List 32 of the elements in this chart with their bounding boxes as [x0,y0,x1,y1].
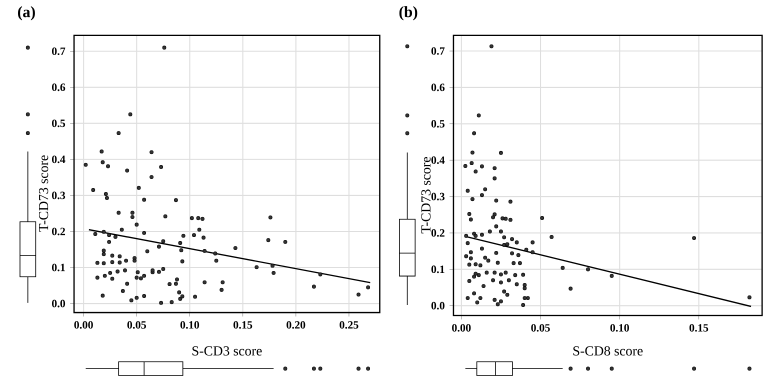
x-tick-label: 0.20 [286,320,306,329]
y-tick-label: 0.4 [52,155,66,164]
y-tick-label: 0.1 [52,264,65,272]
chart-title: (b) [399,6,418,20]
y-tick-label: 0.5 [52,119,66,127]
x-axis-title: S-CD8 score [573,346,643,356]
x-tick-label: 0.25 [340,320,358,329]
y-tick-label: 0.6 [52,83,66,91]
x-tick-label: 0.15 [234,320,252,329]
y-tick-label: 0.2 [52,228,66,236]
x-tick-label: 0.00 [74,320,93,329]
x-tick-label: 0.10 [180,320,200,329]
x-axis-title: S-CD3 score [192,346,262,356]
y-tick-label: 0.0 [52,300,66,308]
chart-title: (a) [18,6,35,20]
y-tick-label: 0.6 [431,83,445,92]
y-tick-label: 0.3 [431,192,445,200]
y-axis-title: T-CD73 score [421,156,431,234]
y-tick-label: 0.3 [52,191,66,200]
y-tick-label: 0.7 [431,47,445,55]
x-tick-label: 0.05 [531,324,550,332]
y-tick-label: 0.0 [431,302,444,310]
y-tick-label: 0.7 [52,47,66,55]
y-tick-label: 0.5 [431,120,444,128]
x-tick-label: 0.10 [610,324,629,332]
y-tick-label: 0.2 [431,229,444,237]
x-tick-label: 0.05 [127,320,146,329]
x-tick-label: 0.15 [689,324,708,332]
y-tick-label: 0.1 [431,265,444,273]
y-axis-title: T-CD73 score [38,155,48,232]
y-tick-label: 0.4 [431,156,445,164]
x-tick-label: 0.00 [452,324,471,332]
